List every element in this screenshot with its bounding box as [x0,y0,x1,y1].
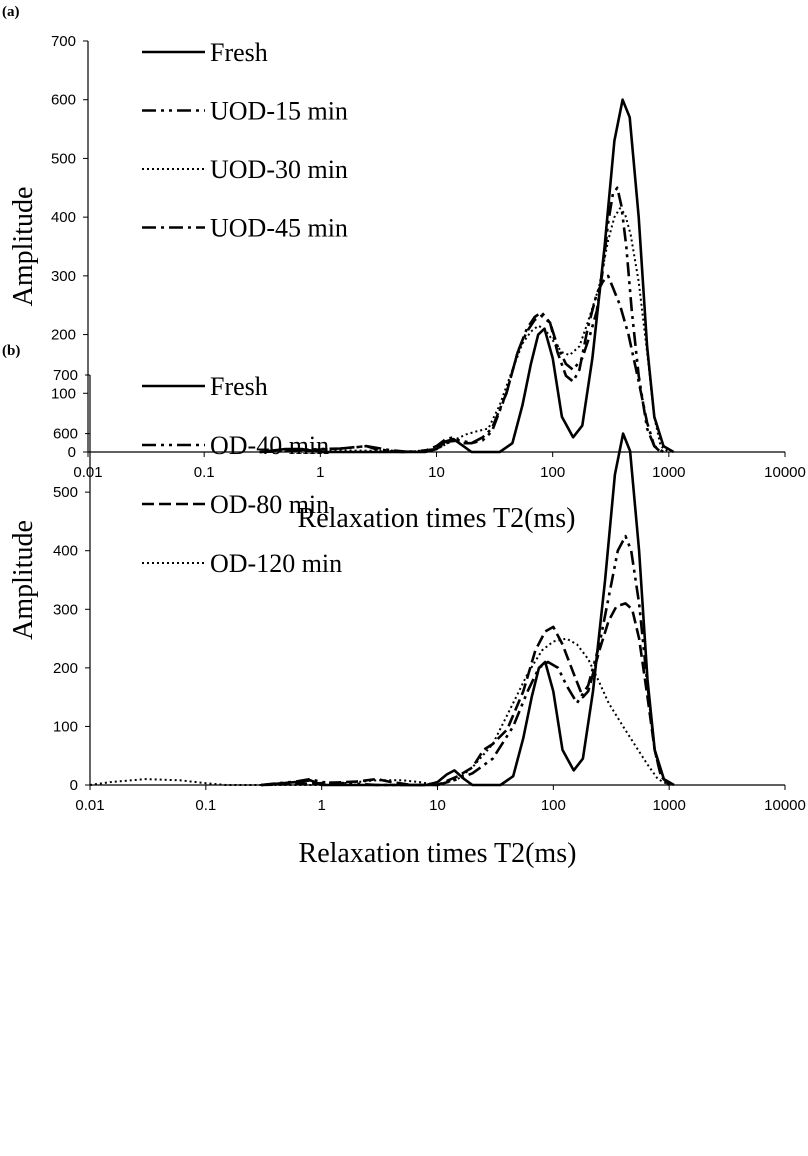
legend-label: UOD-15 min [210,97,348,126]
chart-panel-a: (a) 0 100 200 300 400 500 600 700 0.01 0.1 1 10 100 10… [2,4,806,534]
legend-label: OD-80 min [210,490,329,519]
y-tick-label: 600 [51,92,76,109]
x-tick-label: 100 [541,797,566,814]
series-line-od-80-min [261,602,671,787]
x-tick-label: 1000 [652,464,685,481]
series-line-od-40-min [260,534,671,787]
y-tick-label: 500 [53,484,78,501]
x-tick-label: 10000 [764,797,806,814]
x-tick-label: 1 [316,464,324,481]
x-tick-label: 0.1 [194,464,215,481]
panel-label: (a) [2,4,20,20]
x-tick-label: 10 [429,797,446,814]
panel-label: (b) [2,343,20,359]
legend-label: OD-40 min [210,431,329,460]
y-tick-label: 400 [53,543,78,560]
y-tick-label: 300 [53,601,78,618]
series-line-uod-45-min [259,274,662,454]
y-tick-label: 0 [68,444,76,461]
legend-label: OD-120 min [210,549,342,578]
y-tick-label: 600 [53,426,78,443]
y-axis-title: Amplitude [8,520,39,640]
legend-label: UOD-30 min [210,155,348,184]
y-tick-label: 400 [51,209,76,226]
x-tick-label: 1 [317,797,325,814]
x-tick-label: 10000 [764,464,806,481]
y-tick-label: 0 [70,777,78,794]
legend-label: UOD-45 min [210,214,348,243]
x-axis-title: Relaxation times T2(ms) [299,838,577,869]
x-axis-title: Relaxation times T2(ms) [298,503,576,534]
y-tick-label: 500 [51,150,76,167]
legend-label: Fresh [210,38,268,67]
x-tick-label: 0.01 [75,797,104,814]
y-tick-label: 100 [51,385,76,402]
series-line-uod-30-min [259,207,670,453]
y-tick-label: 200 [53,660,78,677]
y-tick-label: 300 [51,268,76,285]
series-line-od-120-min [89,637,670,786]
y-tick-label: 100 [53,718,78,735]
series-line-uod-15-min [259,186,665,454]
series-line-fresh [259,98,675,454]
x-tick-label: 1000 [652,797,685,814]
series-line-fresh [260,432,675,787]
x-tick-label: 0.01 [73,464,102,481]
y-tick-label: 700 [53,367,78,384]
y-axis-title: Amplitude [8,187,39,307]
x-tick-label: 0.1 [195,797,216,814]
x-tick-label: 100 [540,464,565,481]
legend-label: Fresh [210,372,268,401]
x-tick-label: 10 [428,464,445,481]
y-tick-label: 700 [51,33,76,50]
y-tick-label: 200 [51,327,76,344]
